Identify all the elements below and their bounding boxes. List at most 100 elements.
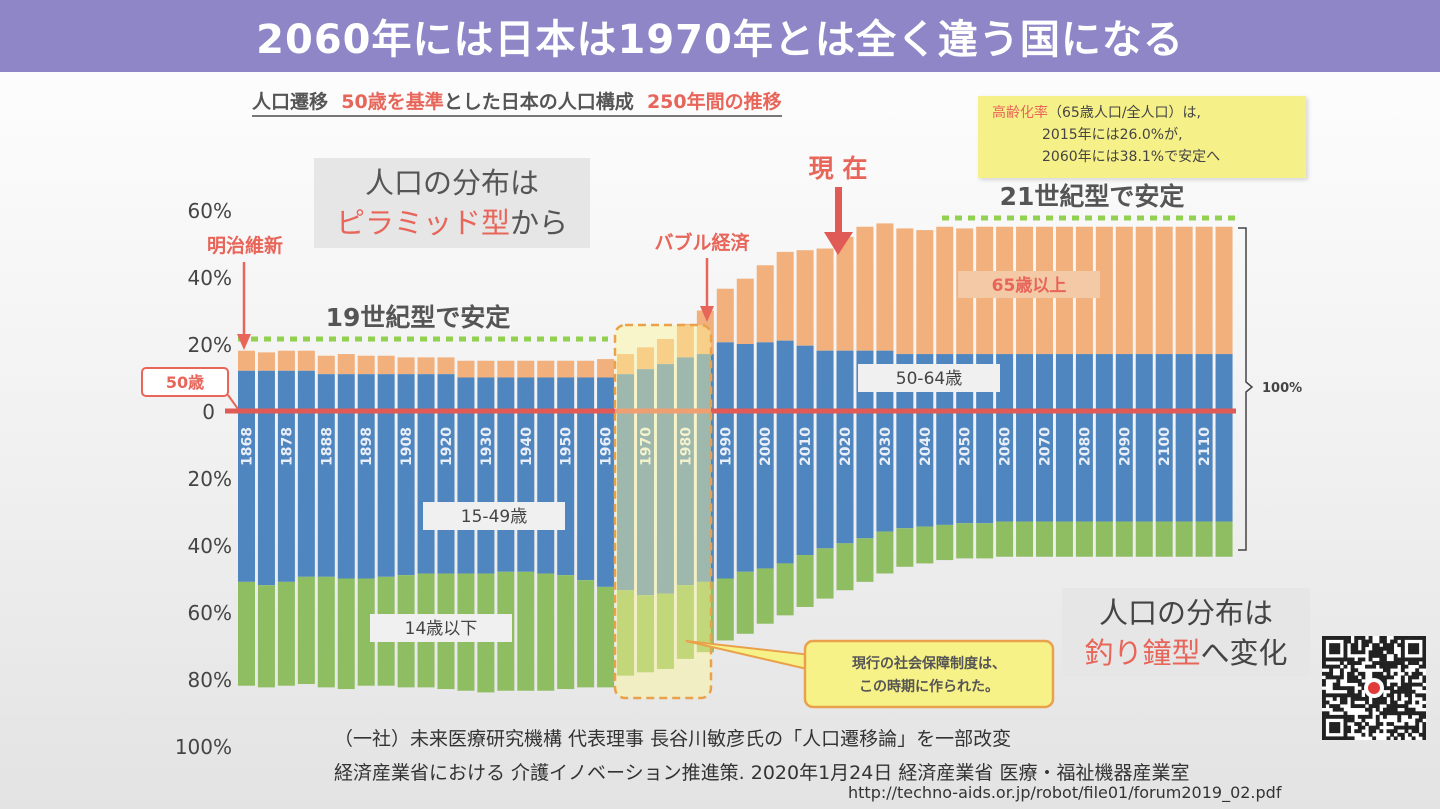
qr-module	[1422, 639, 1426, 644]
bar-segment-0-14	[537, 573, 555, 691]
qr-module	[1336, 736, 1341, 740]
bar-segment-0-14	[1016, 521, 1034, 557]
qr-module	[1329, 736, 1334, 740]
bar-segment-15-49	[297, 411, 315, 577]
qr-module	[1368, 714, 1373, 719]
qr-module	[1336, 682, 1341, 687]
qr-module	[1379, 671, 1384, 676]
qr-module	[1382, 646, 1387, 651]
qr-module	[1382, 711, 1387, 716]
source-url[interactable]: http://techno-aids.or.jp/robot/file01/fo…	[848, 783, 1282, 802]
bar-segment-15-49	[916, 411, 934, 527]
qr-module	[1411, 711, 1416, 716]
bar-segment-50-64	[517, 377, 535, 411]
qr-module	[1347, 686, 1351, 691]
bar-segment-15-49	[397, 411, 415, 576]
qr-module	[1415, 650, 1420, 655]
qr-module	[1336, 725, 1341, 730]
qr-module	[1422, 650, 1426, 655]
qr-module	[1386, 646, 1391, 651]
segment-labels: 65歳以上 50-64歳 15-49歳 14歳以下	[370, 271, 1100, 642]
qr-module	[1350, 718, 1355, 723]
qr-module	[1339, 686, 1344, 691]
bar-segment-0-14	[597, 586, 615, 688]
qr-module	[1361, 636, 1366, 640]
qr-module	[1368, 653, 1373, 658]
qr-module	[1343, 657, 1348, 662]
qr-module	[1422, 732, 1426, 737]
qr-module	[1379, 722, 1384, 726]
qr-module	[1332, 664, 1337, 669]
bar-segment-50-64	[337, 374, 355, 411]
qr-module	[1411, 689, 1416, 694]
qr-module	[1329, 657, 1334, 662]
bar-segment-50-64	[1075, 354, 1093, 411]
pyramid-note-suffix: から	[510, 206, 569, 240]
qr-code[interactable]	[1322, 636, 1426, 740]
bar-segment-65plus	[238, 350, 255, 371]
qr-module	[1393, 725, 1398, 730]
qr-module	[1382, 664, 1387, 669]
bar-segment-50-64	[238, 370, 255, 411]
bar-segment-65plus	[437, 357, 455, 375]
qr-module	[1390, 661, 1395, 665]
qr-module	[1422, 714, 1426, 719]
qr-module	[1336, 675, 1341, 680]
bar-segment-50-64	[756, 342, 774, 411]
qr-module	[1350, 643, 1355, 648]
bar-segment-50-64	[696, 354, 714, 411]
stable19-label: 19世紀型で安定	[326, 303, 511, 332]
qr-module	[1332, 657, 1337, 662]
bar-segment-0-14	[1175, 521, 1193, 557]
qr-module	[1336, 664, 1341, 669]
qr-module	[1329, 646, 1334, 651]
qr-module	[1325, 711, 1330, 716]
qr-module	[1361, 650, 1366, 655]
bar-segment-50-64	[816, 350, 834, 411]
qr-module	[1390, 707, 1395, 712]
bar-segment-15-49	[1115, 411, 1133, 522]
qr-module	[1386, 729, 1391, 734]
qr-module	[1400, 653, 1405, 658]
bar-segment-65plus	[497, 360, 515, 378]
qr-module	[1347, 679, 1351, 683]
bar-segment-15-49	[357, 411, 375, 579]
segment-label-box	[958, 271, 1100, 298]
qr-module	[1404, 693, 1409, 698]
bar-segment-50-64	[297, 370, 315, 411]
qr-module	[1350, 700, 1355, 705]
qr-module	[1339, 736, 1344, 740]
qr-module	[1400, 643, 1405, 648]
qr-module	[1390, 696, 1395, 701]
callout-line2: この時期に作られた。	[859, 678, 999, 695]
qr-module	[1354, 679, 1359, 683]
qr-module	[1418, 718, 1423, 723]
qr-module	[1350, 668, 1355, 673]
bar-segment-15-49	[816, 411, 834, 549]
qr-module	[1386, 668, 1391, 673]
qr-module	[1347, 729, 1351, 734]
qr-module	[1404, 636, 1409, 640]
bar-segment-65plus	[477, 360, 495, 378]
qr-module	[1339, 657, 1344, 662]
qr-module	[1322, 693, 1326, 698]
qr-module	[1393, 671, 1398, 676]
bar-segment-0-14	[736, 571, 754, 634]
qr-module	[1329, 650, 1334, 655]
bar-segment-65plus	[297, 350, 315, 371]
segment-label: 65歳以上	[992, 275, 1067, 296]
qr-module	[1332, 636, 1337, 640]
qr-module	[1408, 732, 1412, 737]
qr-module	[1390, 689, 1395, 694]
qr-module	[1418, 682, 1423, 687]
bar-segment-65plus	[357, 355, 375, 375]
qr-module	[1408, 725, 1412, 730]
qr-module	[1393, 704, 1398, 709]
segment-label-box	[423, 502, 565, 530]
segment-label-box	[858, 364, 1000, 392]
stable21-label: 21世紀型で安定	[1000, 182, 1185, 211]
qr-module	[1397, 686, 1402, 691]
qr-module	[1357, 636, 1362, 640]
qr-module	[1415, 668, 1420, 673]
bar-segment-50-64	[377, 374, 395, 411]
